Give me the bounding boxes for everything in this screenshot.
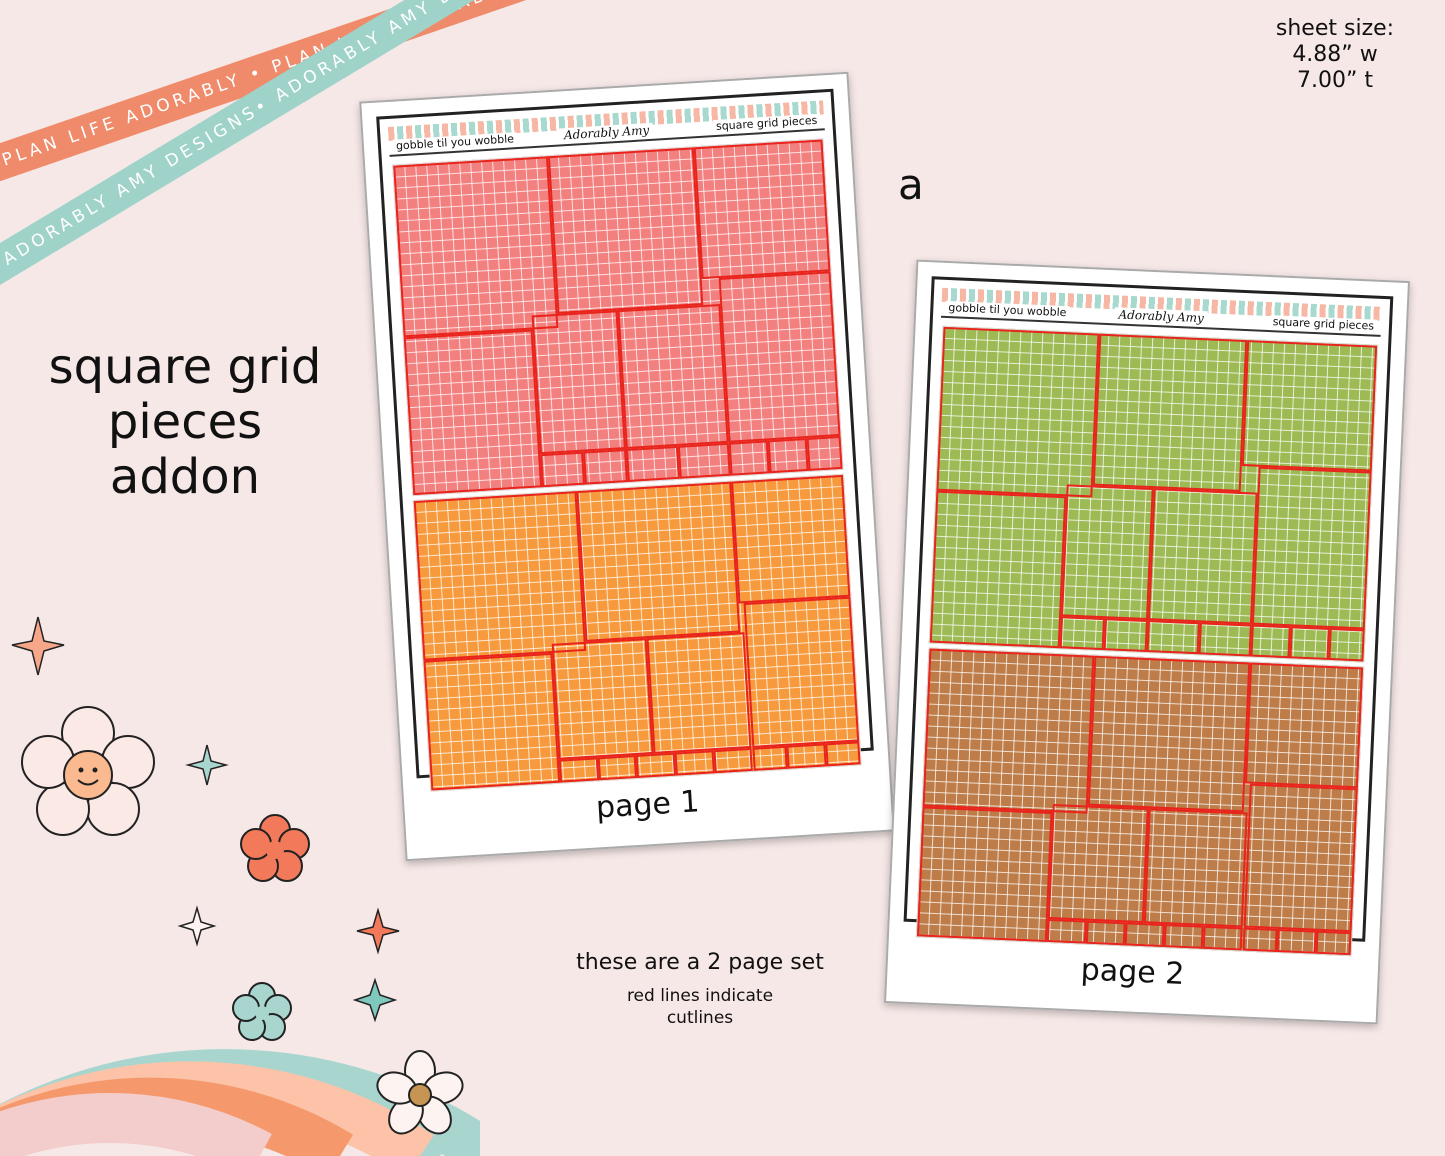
sparkle-icon — [11, 616, 65, 676]
cutline-piece — [1250, 624, 1292, 659]
cutline-piece — [767, 438, 809, 474]
cutline-piece — [674, 750, 715, 776]
cutline-piece — [824, 741, 861, 767]
cutline-piece — [1203, 925, 1244, 951]
cutline-piece — [731, 474, 851, 604]
cutline-piece — [558, 757, 599, 783]
cutline-piece — [728, 440, 770, 476]
cutline-piece — [576, 481, 741, 642]
sparkle-icon — [352, 977, 398, 1023]
cutline-piece — [1289, 626, 1331, 660]
grid-block-bottom — [412, 473, 862, 792]
product-title: square grid pieces addon — [30, 340, 340, 505]
cutline-piece — [929, 490, 1067, 649]
cutline-piece — [1315, 930, 1352, 956]
cutline-note-line-1: red lines indicate — [626, 986, 774, 1006]
grid-block-top — [928, 325, 1379, 663]
cutline-piece — [1242, 927, 1278, 952]
cutline-piece — [1103, 618, 1148, 652]
sticker-sheet-page-2: gobble til you wobble Adorably Amy squar… — [884, 259, 1410, 1025]
cutline-piece — [751, 745, 788, 771]
title-line-1: square grid — [48, 339, 322, 395]
cutline-piece — [547, 147, 704, 315]
cutline-piece — [403, 329, 543, 496]
cutline-piece — [617, 304, 729, 450]
sparkle-icon — [356, 907, 400, 955]
cutline-piece — [531, 310, 626, 455]
set-note-text: these are a 2 page set — [576, 950, 824, 975]
cutline-piece — [1125, 922, 1166, 948]
cutline-piece — [743, 596, 860, 748]
cutline-piece — [551, 637, 654, 760]
cutline-piece — [1143, 807, 1249, 928]
cutline-note-line-2: cutlines — [666, 1008, 734, 1028]
smiley-flower-icon — [21, 706, 155, 836]
cutline-piece — [1059, 616, 1105, 651]
cutline-piece — [583, 449, 628, 485]
cutline-piece — [677, 442, 731, 479]
cutline-piece — [597, 754, 638, 781]
cutline-piece — [393, 156, 559, 337]
cutline-piece — [922, 648, 1095, 814]
sheet-frame: gobble til you wobble Adorably Amy squar… — [903, 276, 1394, 957]
cutline-piece — [916, 806, 1053, 942]
cutline-piece — [1146, 620, 1200, 655]
cutline-piece — [1147, 487, 1258, 625]
cutline-piece — [786, 743, 827, 769]
cutline-piece — [540, 451, 586, 488]
sheet-size-width: 4.88” w — [1292, 42, 1378, 67]
header-logo: Adorably Amy — [1114, 307, 1209, 326]
daisy-flower-icon — [376, 1050, 464, 1135]
cutline-piece — [718, 271, 841, 443]
cutline-piece — [646, 631, 752, 754]
cutline-piece — [625, 445, 680, 482]
grid-block-top — [392, 138, 844, 497]
cutline-piece — [1164, 924, 1205, 949]
cutline-piece — [1328, 628, 1365, 662]
cutline-piece — [1061, 484, 1154, 621]
grid-block-bottom — [915, 647, 1365, 957]
orange-flower-icon — [240, 814, 310, 882]
cutline-piece — [1048, 803, 1149, 924]
title-line-2: pieces — [107, 394, 263, 450]
sheet-size-height: 7.00” t — [1296, 68, 1373, 93]
cutline-piece — [806, 435, 843, 471]
sparkle-icon — [177, 905, 217, 947]
rainbow-illustration — [0, 616, 480, 1156]
cutline-piece — [1245, 662, 1364, 789]
sheet-size: sheet size: 4.88” w 7.00” t — [1240, 16, 1430, 94]
rainbow-band-pink — [0, 1092, 272, 1156]
cutline-piece — [1047, 918, 1088, 944]
cutline-piece — [1251, 467, 1372, 630]
cutline-piece — [1243, 783, 1358, 933]
set-note: these are a 2 page set red lines indicat… — [540, 950, 860, 1029]
sparkle-icon — [185, 744, 229, 786]
cutline-piece — [1093, 333, 1248, 492]
cutline-piece — [1276, 928, 1317, 954]
cutline-piece — [693, 139, 831, 280]
cutline-piece — [1087, 655, 1251, 813]
cutline-piece — [1086, 920, 1127, 946]
cutline-piece — [936, 326, 1100, 498]
cutline-piece — [1241, 340, 1378, 473]
teal-flower-icon — [232, 982, 292, 1041]
cutline-piece — [636, 752, 677, 778]
variant-label: a — [898, 160, 924, 209]
sheet-size-label: sheet size: — [1275, 16, 1395, 41]
cutline-piece — [713, 747, 754, 774]
title-line-3: addon — [109, 449, 261, 505]
cutline-piece — [1198, 622, 1252, 657]
